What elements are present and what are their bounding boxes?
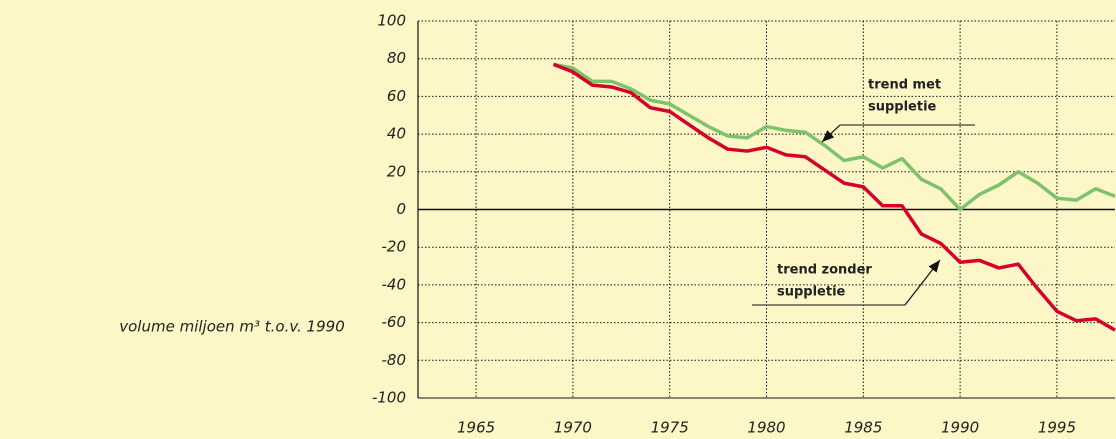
- y-tick-label: -60: [382, 313, 407, 331]
- series-line: [552, 62, 1116, 332]
- annotation: trend zonder: [777, 263, 872, 278]
- y-tick-label: 20: [387, 162, 406, 180]
- y-tick-label: 80: [387, 49, 406, 67]
- y-tick-label: -40: [382, 275, 407, 293]
- x-tick-label: 1980: [747, 419, 785, 437]
- x-tick-label: 1990: [941, 419, 979, 437]
- y-tick-label: 100: [377, 12, 406, 30]
- x-tick-label: 1995: [1038, 419, 1076, 437]
- series-line: [553, 62, 1116, 212]
- arrow-head: [928, 260, 940, 273]
- arrow-head: [822, 130, 835, 142]
- y-tick-label: -100: [372, 389, 406, 407]
- y-tick-label: 0: [396, 200, 406, 218]
- y-axis-label: volume miljoen m³ t.o.v. 1990: [119, 318, 344, 336]
- y-tick-label: 40: [387, 125, 406, 143]
- y-tick-label: 60: [387, 87, 406, 105]
- annotation: suppletie: [777, 285, 846, 300]
- y-tick-label: -80: [382, 351, 407, 369]
- x-tick-label: 1975: [651, 419, 689, 437]
- annotation: trend met: [868, 78, 941, 93]
- x-tick-label: 1965: [457, 419, 495, 437]
- annotation: suppletie: [868, 100, 937, 115]
- y-tick-label: -20: [382, 238, 407, 256]
- x-tick-label: 1970: [554, 419, 592, 437]
- x-tick-label: 1985: [844, 419, 882, 437]
